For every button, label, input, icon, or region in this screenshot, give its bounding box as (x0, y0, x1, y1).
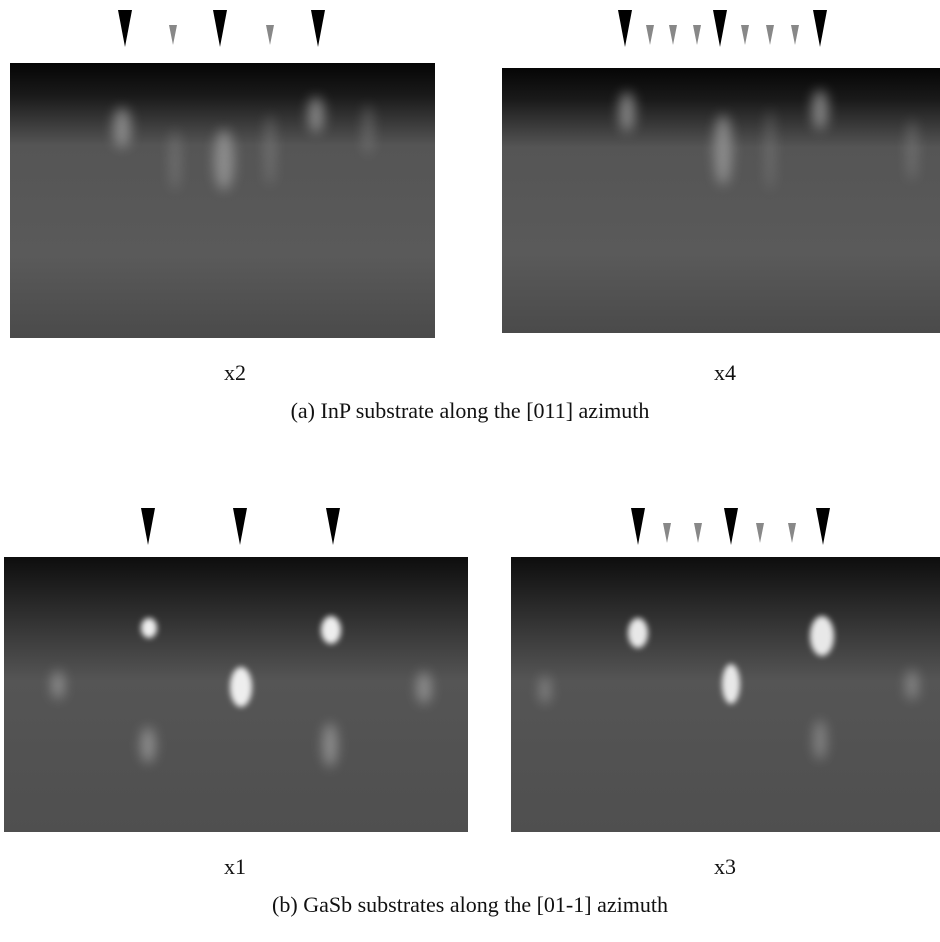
figure: x2 x4 (a) InP substrate along the [011] … (0, 0, 940, 937)
arrow-marker (326, 508, 340, 545)
arrow-marker (169, 25, 177, 45)
arrow-marker (813, 10, 827, 47)
arrow-marker (266, 25, 274, 45)
caption: (b) GaSb substrates along the [01-1] azi… (272, 892, 668, 917)
arrow-marker (118, 10, 132, 47)
rheed-image (4, 557, 468, 832)
panel-label: x2 (224, 360, 246, 385)
arrow-marker (756, 523, 764, 543)
arrow-marker (694, 523, 702, 543)
arrow-marker (631, 508, 645, 545)
panel-label: x4 (714, 360, 736, 385)
arrow-marker (646, 25, 654, 45)
arrow-marker (141, 508, 155, 545)
rheed-image (502, 68, 940, 333)
arrow-marker (713, 10, 727, 47)
arrow-marker (816, 508, 830, 545)
arrow-marker (213, 10, 227, 47)
arrow-marker (618, 10, 632, 47)
arrow-marker (791, 25, 799, 45)
page: {"figure": {"rows": [ {"caption": "(a) I… (0, 0, 940, 937)
panel-label: x3 (714, 854, 736, 879)
arrow-marker (233, 508, 247, 545)
arrow-marker (693, 25, 701, 45)
rheed-image (10, 63, 435, 338)
arrow-marker (766, 25, 774, 45)
arrow-marker (663, 523, 671, 543)
arrow-marker (669, 25, 677, 45)
caption: (a) InP substrate along the [011] azimut… (291, 398, 650, 423)
panel-label: x1 (224, 854, 246, 879)
arrow-marker (311, 10, 325, 47)
arrow-marker (741, 25, 749, 45)
rheed-image (511, 557, 940, 832)
arrow-marker (788, 523, 796, 543)
arrow-marker (724, 508, 738, 545)
